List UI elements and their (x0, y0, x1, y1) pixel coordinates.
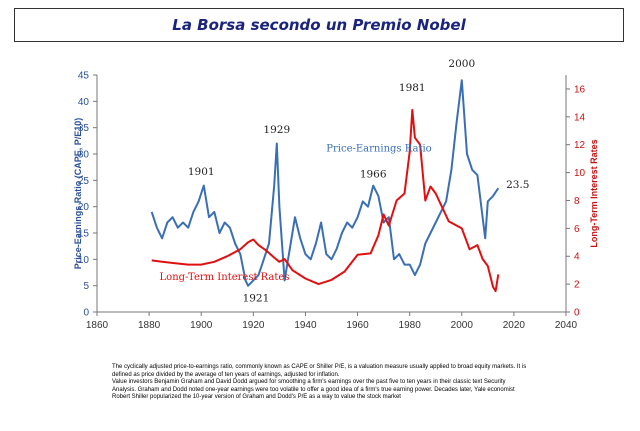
y-tick-label-right: 16 (574, 84, 586, 95)
description-paragraph-1: The cyclically adjusted price-to-earning… (112, 364, 527, 378)
x-tick-label: 2040 (555, 320, 578, 331)
y-tick-label-right: 14 (574, 112, 586, 123)
y-tick-label-left: 45 (78, 71, 90, 82)
y-tick-label-left: 5 (83, 281, 89, 292)
y-tick-label-right: 12 (574, 140, 586, 151)
x-tick-label: 1860 (86, 320, 109, 331)
chart-axes: 1860 1880 1900 1920 1940 1960 1980 2000 2020 2040… (73, 71, 599, 332)
y-tick-label-left: 35 (78, 123, 90, 134)
y-tick-label-left: 30 (78, 150, 90, 161)
x-tick-label: 1900 (190, 320, 213, 331)
y-tick-label-right: 2 (574, 280, 580, 291)
title-box: La Borsa secondo un Premio Nobel (14, 8, 624, 42)
y-tick-label-left: 25 (78, 176, 90, 187)
chart-series (150, 79, 500, 293)
page-title: La Borsa secondo un Premio Nobel (172, 16, 466, 34)
cape-chart: 1860 1880 1900 1920 1940 1960 1980 2000 2020 2040… (73, 58, 599, 332)
x-tick-label: 1920 (242, 320, 265, 331)
pe-ratio-line (150, 79, 500, 287)
year-annotation: 1981 (399, 82, 426, 94)
description: The cyclically adjusted price-to-earning… (112, 364, 530, 402)
year-annotation: 1966 (360, 169, 387, 181)
x-tick-label: 2000 (451, 320, 474, 331)
y-tick-label-right: 10 (574, 168, 586, 179)
year-annotation: 2000 (448, 58, 475, 70)
y-tick-label-right: 8 (574, 196, 580, 207)
latest-value-label: 23.5 (506, 179, 529, 191)
y-tick-label-left: 20 (78, 202, 90, 213)
year-annotation: 1901 (188, 166, 215, 178)
interest-rate-line (151, 108, 500, 293)
rate-series-label: Long-Term Interest Rates (160, 272, 290, 283)
y-tick-label-right: 4 (574, 252, 580, 263)
year-annotation: 1929 (263, 124, 290, 136)
y-tick-label-left: 15 (78, 229, 90, 240)
x-tick-label: 1880 (138, 320, 161, 331)
pe-series-label: Price-Earnings Ratio (326, 143, 431, 154)
y-tick-label-right: 6 (574, 224, 580, 235)
x-tick-label: 1960 (346, 320, 369, 331)
y-tick-label-left: 40 (78, 97, 90, 108)
y-axis-right-title: Long-Term Interest Rates (589, 139, 599, 247)
y-tick-label-right: 0 (574, 308, 580, 319)
y-tick-label-left: 10 (78, 255, 90, 266)
description-paragraph-2: Value investors Benjamin Graham and Davi… (112, 379, 515, 401)
x-tick-label: 2020 (503, 320, 526, 331)
y-tick-label-left: 0 (83, 308, 89, 319)
x-tick-label: 1940 (294, 320, 317, 331)
chart-annotations: 1901 1929 1921 1966 1981 2000 23.5 Price-Earnin… (160, 58, 530, 304)
year-annotation: 1921 (243, 292, 270, 304)
y-axis-left-title: Price-Earnings Ratio (CAPE, P/E10) (73, 118, 83, 270)
x-tick-label: 1980 (399, 320, 422, 331)
